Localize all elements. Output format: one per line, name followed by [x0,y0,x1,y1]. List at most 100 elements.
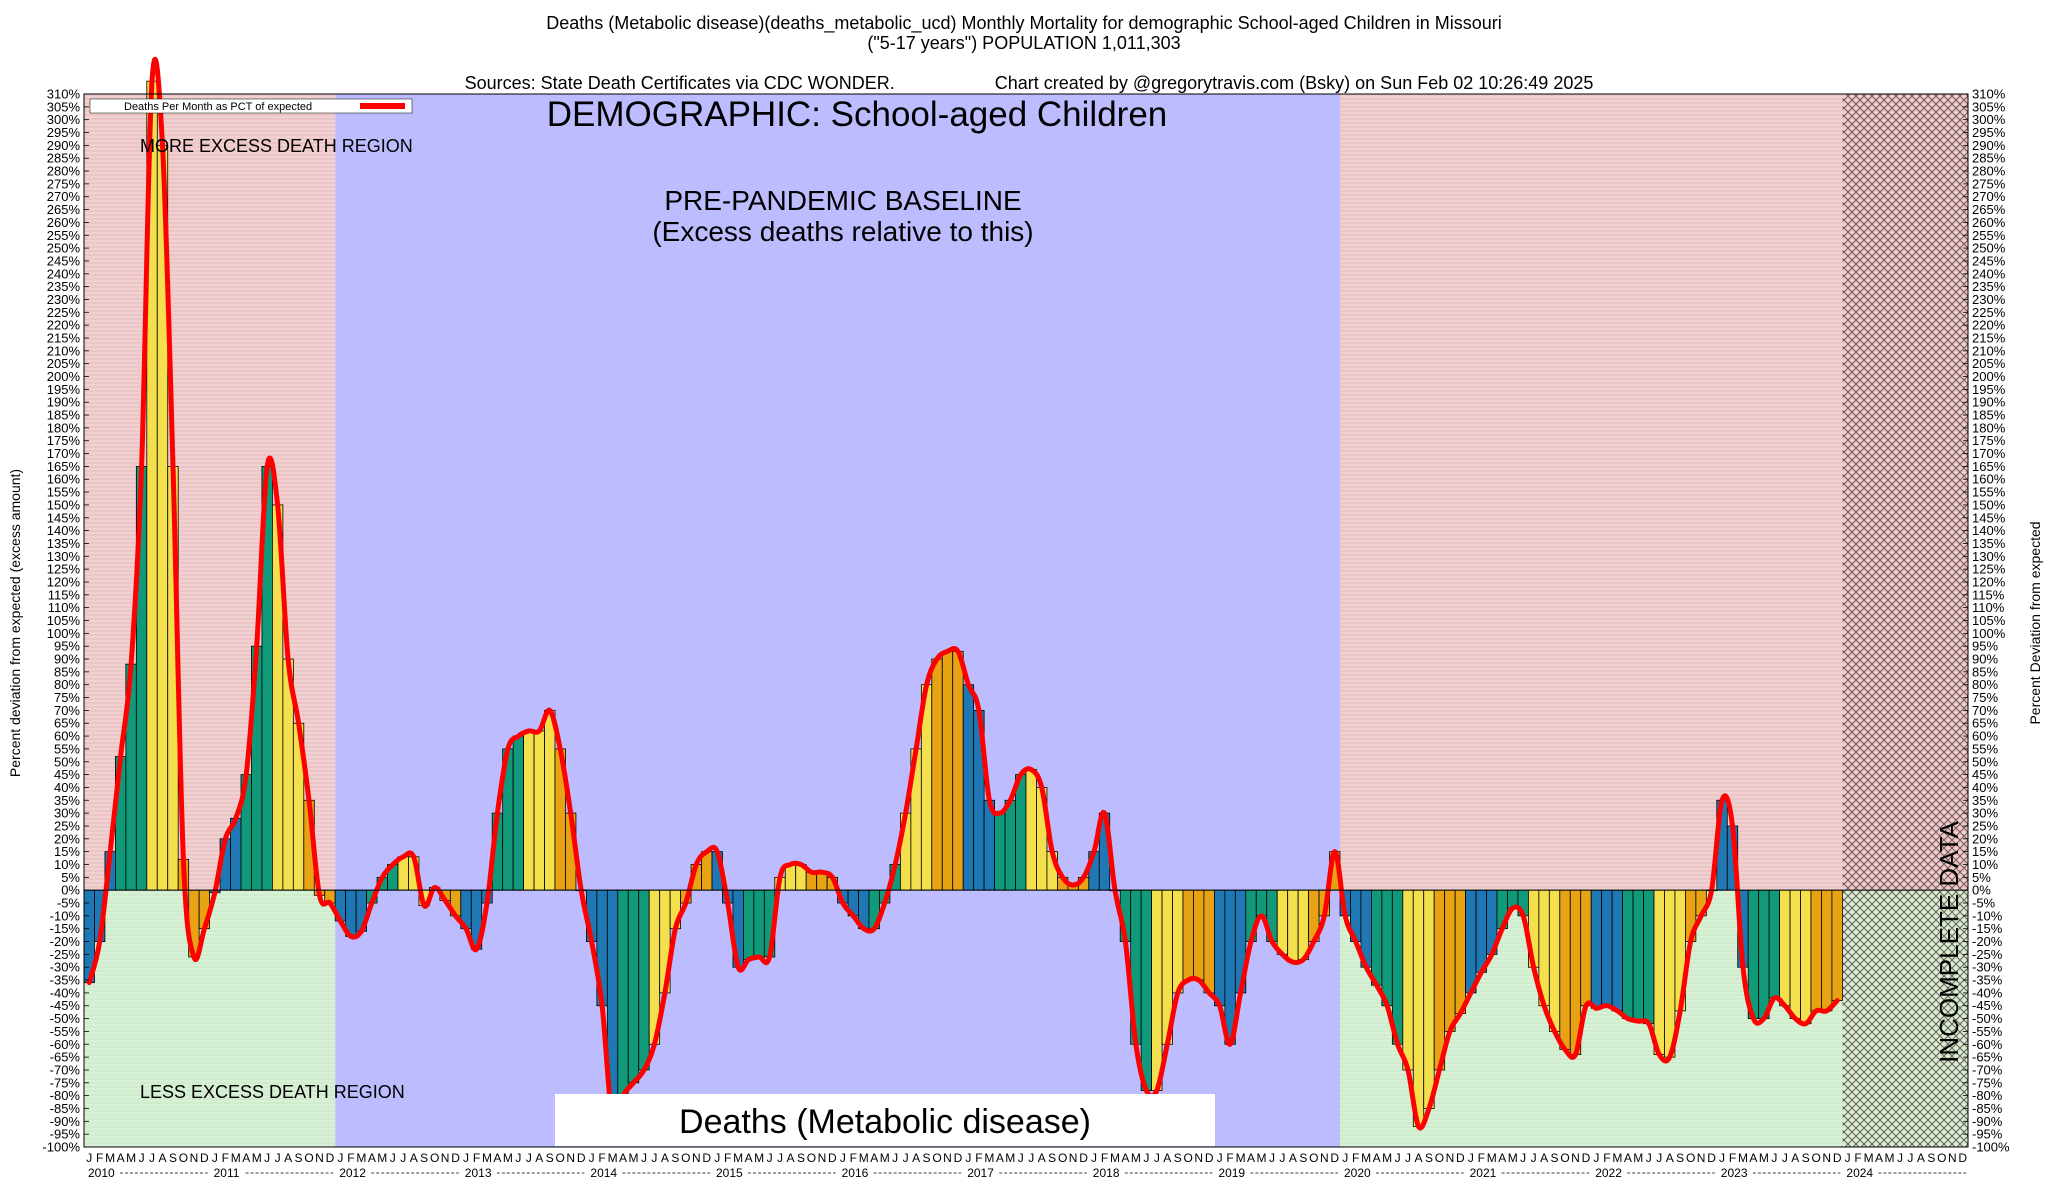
y-tick-label-left: -30% [50,960,81,975]
x-month-label: A [1121,1151,1129,1165]
y-tick-label-right: 145% [1972,510,2006,525]
x-month-label: A [1289,1151,1297,1165]
x-month-label: J [1782,1151,1788,1165]
demographic-title: DEMOGRAPHIC: School-aged Children [547,95,1168,134]
x-month-label: S [169,1151,177,1165]
y-tick-label-left: 15% [54,844,80,859]
x-month-label: M [1361,1151,1371,1165]
y-tick-label-left: 150% [47,497,81,512]
x-month-label: J [1897,1151,1903,1165]
x-month-label: O [179,1151,188,1165]
x-month-label: N [1446,1151,1455,1165]
x-month-label: S [420,1151,428,1165]
y-tick-label-right: 100% [1972,626,2006,641]
y-tick-label-right: 45% [1972,767,1998,782]
y-tick-label-left: 280% [47,164,81,179]
x-month-label: A [870,1151,878,1165]
y-tick-label-left: 100% [47,626,81,641]
x-month-label: A [1791,1151,1799,1165]
x-month-label: J [139,1151,145,1165]
x-month-label: J [1468,1151,1474,1165]
x-month-label: A [242,1151,250,1165]
data-bar [1287,889,1299,963]
x-month-label: M [629,1151,639,1165]
data-bar [962,684,975,891]
x-month-label: O [430,1151,439,1165]
x-month-label: F [1352,1151,1359,1165]
y-tick-label-left: 10% [54,857,80,872]
data-bar [1475,889,1487,973]
data-bar [1454,889,1466,1014]
y-tick-label-left: 210% [47,343,81,358]
y-tick-label-right: 290% [1972,138,2006,153]
data-bar [1789,889,1801,1019]
y-tick-label-right: 85% [1972,664,1998,679]
x-month-label: J [589,1151,595,1165]
x-month-label: J [1907,1151,1913,1165]
data-bar [1025,769,1037,891]
x-month-label: F [1729,1151,1736,1165]
x-month-label: O [304,1151,313,1165]
x-month-label: S [923,1151,931,1165]
y-tick-label-left: -40% [50,985,81,1000]
x-month-label: M [1131,1151,1141,1165]
x-month-label: J [463,1151,469,1165]
data-bar [1276,889,1289,955]
x-month-label: A [1247,1151,1255,1165]
x-month-label: F [724,1151,731,1165]
data-bar [1643,889,1655,1025]
y-tick-label-right: 95% [1972,639,1998,654]
x-month-label: M [1005,1151,1015,1165]
x-month-label: J [651,1151,657,1165]
x-month-label: A [284,1151,292,1165]
x-month-label: J [400,1151,406,1165]
data-bar [1590,889,1603,1009]
y-tick-label-right: -5% [1972,896,1996,911]
y-tick-label-left: 135% [47,536,81,551]
x-month-label: D [1582,1151,1591,1165]
x-month-label: J [1656,1151,1662,1165]
y-tick-label-left: 130% [47,549,81,564]
x-month-label: S [295,1151,303,1165]
data-bar [1172,889,1184,994]
y-tick-label-right: -10% [1972,908,2003,923]
x-year-label: 2014 [590,1166,617,1180]
x-month-label: M [126,1151,136,1165]
x-month-label: A [117,1151,125,1165]
data-bar [1548,889,1561,1032]
y-tick-label-right: 70% [1972,703,1998,718]
x-month-label: M [356,1151,366,1165]
y-tick-label-left: -90% [50,1114,81,1129]
y-tick-label-left: 155% [47,485,81,500]
data-bar [1465,889,1477,994]
x-month-label: F [975,1151,982,1165]
y-tick-label-left: -55% [50,1024,81,1039]
y-tick-label-right: 140% [1972,523,2006,538]
x-month-label: S [797,1151,805,1165]
y-tick-label-left: 245% [47,253,81,268]
x-year-label: 2011 [214,1166,240,1180]
x-month-label: N [818,1151,827,1165]
x-year-label: 2017 [967,1166,994,1180]
x-month-label: S [1174,1151,1182,1165]
x-month-label: O [932,1151,941,1165]
x-month-label: J [1028,1151,1034,1165]
y-tick-label-right: 175% [1972,433,2006,448]
y-tick-label-right: 280% [1972,164,2006,179]
y-tick-label-left: 90% [54,652,80,667]
x-month-label: N [1069,1151,1078,1165]
y-tick-label-right: 250% [1972,241,2006,256]
y-tick-label-left: 295% [47,125,81,140]
x-month-label: J [1143,1151,1149,1165]
y-tick-label-left: 120% [47,574,81,589]
y-tick-label-right: 90% [1972,652,1998,667]
data-bar [1611,889,1623,1012]
bottom-label: Deaths (Metabolic disease) [679,1103,1091,1141]
x-month-label: S [1425,1151,1433,1165]
y-tick-label-left: 225% [47,305,81,320]
y-tick-label-left: 160% [47,472,81,487]
x-year-label: 2010 [88,1166,115,1180]
x-year-label: 2021 [1470,1166,1497,1180]
x-year-label: 2012 [339,1166,366,1180]
data-bar [638,889,650,1071]
